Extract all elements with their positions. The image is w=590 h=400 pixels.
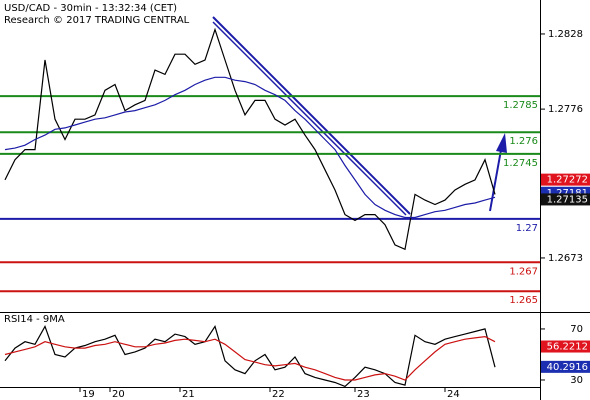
price-box (541, 340, 590, 353)
price-box (541, 173, 590, 186)
arrow-head (496, 133, 507, 153)
y-tick-label: 1.2828 (548, 29, 583, 40)
rsi-title: RSI14 - 9MA (4, 314, 65, 325)
level-label: 1.27 (516, 223, 538, 234)
y-tick-label: 1.2776 (548, 104, 583, 115)
x-tick-label: 21 (182, 389, 195, 400)
chart-title: USD/CAD - 30min - 13:32:34 (CET) (4, 3, 177, 14)
x-tick-label: 23 (357, 389, 370, 400)
y-tick-label: 30 (570, 375, 583, 386)
price-box-label: 40.2916 (547, 362, 588, 373)
x-tick-label: 24 (447, 389, 460, 400)
forecast-arrow (489, 149, 502, 212)
level-label: 1.267 (509, 266, 538, 277)
level-label: 1.2745 (503, 158, 538, 169)
price-box-label: 56.2212 (547, 342, 588, 353)
price-box-label: 1.27135 (547, 194, 588, 205)
level-label: 1.276 (509, 136, 538, 147)
price-box (541, 360, 590, 373)
trend-line (212, 21, 407, 216)
y-tick-label: 1.2673 (548, 253, 583, 264)
series-line (4, 27, 496, 251)
price-box-label: 1.27181 (547, 188, 588, 199)
series-line (4, 335, 496, 381)
x-tick-label: 22 (272, 389, 285, 400)
y-tick-label: 70 (570, 324, 583, 335)
level-label: 1.265 (509, 295, 538, 306)
series-line (4, 324, 496, 388)
price-box-label: 1.27272 (547, 175, 588, 186)
x-tick-label: 19 (82, 389, 95, 400)
x-tick-label: 20 (112, 389, 125, 400)
trend-line (212, 16, 411, 215)
series-line (4, 76, 496, 219)
level-label: 1.2785 (503, 100, 538, 111)
price-box (541, 193, 590, 206)
chart-subtitle: Research © 2017 TRADING CENTRAL (4, 15, 190, 26)
